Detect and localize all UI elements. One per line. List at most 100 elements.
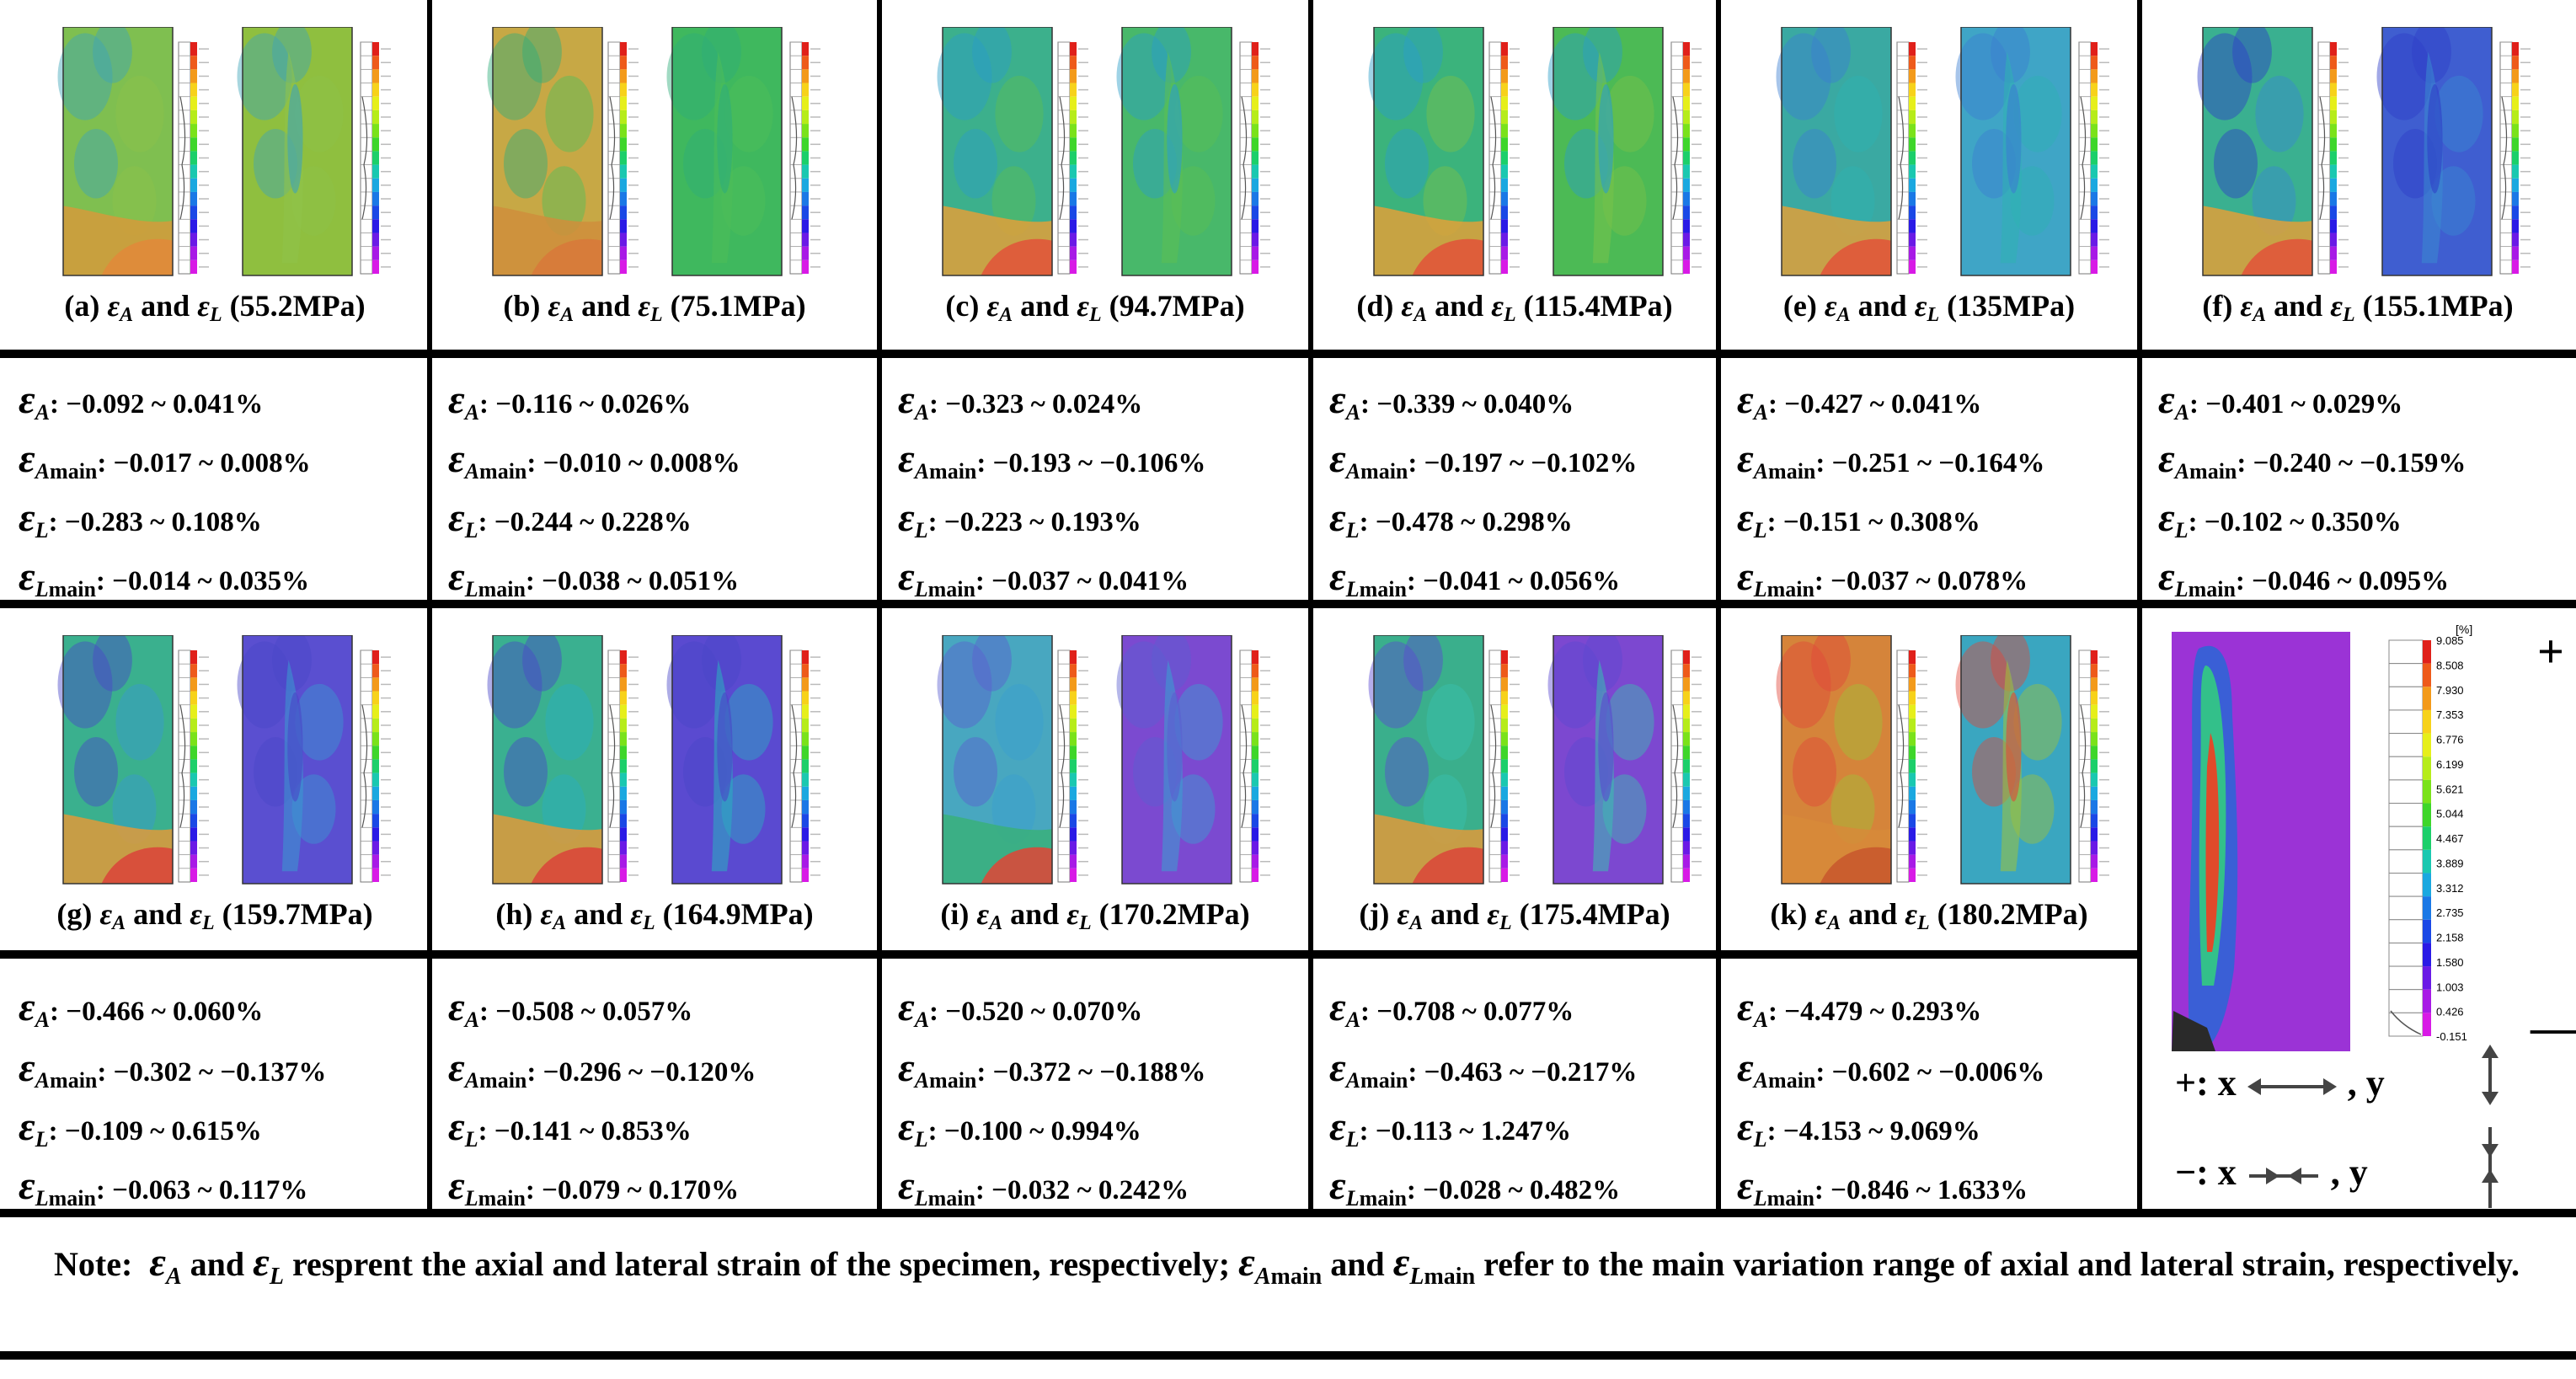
range-sub: L xyxy=(1753,518,1767,543)
legend-cell xyxy=(2388,872,2424,897)
vertical-divider xyxy=(1308,959,1313,1209)
strain-zone-core xyxy=(2006,83,2022,194)
range-sub: L xyxy=(35,577,49,601)
mini-colorbar-swatch xyxy=(1070,841,1077,855)
panel-b: (b) εA and εL (75.1MPa) xyxy=(430,0,879,350)
range-symbol: ε xyxy=(898,377,915,422)
colorbar-legend-panel: [%] 9.085 8.508 7.930 7.353 6.776 6.199 5.621 5… xyxy=(2140,615,2576,1216)
panel-caption: (e) εA and εL (135MPa) xyxy=(1718,288,2140,327)
mini-colorbar-swatch xyxy=(1909,233,1916,247)
panel-g: (g) εA and εL (159.7MPa) xyxy=(0,608,430,950)
mini-colorbar-swatch xyxy=(802,42,809,56)
mini-colorbar-swatch xyxy=(620,868,627,882)
mini-colorbar-swatch xyxy=(1070,827,1077,842)
mini-colorbar-swatch xyxy=(372,704,379,719)
mini-colorbar-swatch xyxy=(802,677,809,692)
strain-contour-images xyxy=(937,635,1270,885)
specimen-lateral xyxy=(666,27,783,276)
specimen-lateral-outline xyxy=(1553,27,1664,276)
strain-blotch xyxy=(702,635,741,692)
strain-blotch xyxy=(937,33,992,120)
range-symbol: ε xyxy=(1329,495,1346,540)
range-sub-main: main xyxy=(1360,1068,1408,1093)
range-eA: εA: −4.479 ~ 0.293% xyxy=(1737,985,1982,1032)
mini-colorbar-swatch xyxy=(620,259,627,274)
range-eA: εA: −0.116 ~ 0.026% xyxy=(448,377,692,425)
note-sub-eAmain-a: A xyxy=(1254,1264,1271,1290)
strain-blotch xyxy=(1991,635,2030,692)
range-value: −0.463 ~ −0.217% xyxy=(1424,1057,1638,1088)
mini-colorbar-lateral xyxy=(1670,649,1702,883)
mini-colorbar-swatch xyxy=(802,691,809,705)
mini-colorbar-swatch xyxy=(1501,69,1508,83)
mini-colorbar-swatch xyxy=(1252,759,1259,773)
mini-colorbar-swatch xyxy=(802,786,809,800)
caption-eL: εL xyxy=(1487,897,1512,934)
panel-caption: (a) εA and εL (55.2MPa) xyxy=(0,288,430,327)
legend-figure: [%] 9.085 8.508 7.930 7.353 6.776 6.199 5.621 5… xyxy=(2172,623,2472,1051)
mini-colorbar-swatch xyxy=(1909,799,1916,815)
strain-contour-images xyxy=(937,27,1270,276)
mini-colorbar-histogram xyxy=(2080,704,2087,828)
mini-colorbar-swatch xyxy=(1501,137,1508,152)
strain-blotch xyxy=(522,27,562,83)
mini-colorbar-swatch xyxy=(190,772,197,787)
mini-colorbar-swatch xyxy=(372,56,379,70)
range-eL: εL: −0.109 ~ 0.615% xyxy=(19,1104,262,1152)
mini-colorbar-swatch xyxy=(620,746,627,760)
mini-colorbar-swatch xyxy=(372,233,379,247)
caption-eA: εA xyxy=(548,289,575,326)
mini-colorbar-swatch xyxy=(1909,151,1916,165)
range-sub: A xyxy=(1345,400,1361,425)
legend-tick-label: 5.044 xyxy=(2436,808,2464,820)
legend-histogram xyxy=(2390,1010,2422,1035)
caption-prefix: (f) xyxy=(2202,289,2233,323)
strain-ranges: εA: −0.520 ~ 0.070% εAmain: −0.372 ~ −0.1… xyxy=(879,959,1311,1211)
mini-colorbar-swatch xyxy=(620,164,627,179)
specimen-lateral-outline xyxy=(1121,27,1232,276)
range-symbol: ε xyxy=(1737,436,1754,481)
mini-colorbar-frame xyxy=(2317,41,2331,275)
strain-blotch xyxy=(954,128,997,199)
mini-colorbar-swatch xyxy=(1501,83,1508,97)
mini-colorbar-swatch xyxy=(1070,110,1077,125)
legend-cell xyxy=(2388,639,2424,665)
mini-colorbar-swatch xyxy=(372,219,379,233)
range-sub-main: main xyxy=(1766,577,1814,601)
range-symbol: ε xyxy=(448,985,465,1029)
mini-colorbar-swatch xyxy=(1909,827,1916,842)
mini-colorbar-frame xyxy=(789,41,803,275)
panel-caption: (d) εA and εL (115.4MPa) xyxy=(1311,288,1718,327)
strain-blotch xyxy=(1385,128,1429,199)
range-symbol: ε xyxy=(1329,1045,1346,1090)
range-value: −0.037 ~ 0.041% xyxy=(991,566,1189,596)
strain-blotch xyxy=(1426,683,1475,761)
mini-colorbar-swatch xyxy=(1252,83,1259,97)
mini-colorbar-swatch xyxy=(620,191,627,206)
mini-colorbar-swatch xyxy=(190,151,197,165)
mini-colorbar-swatch xyxy=(802,799,809,815)
range-symbol: ε xyxy=(1329,1163,1346,1208)
mini-colorbar-swatch xyxy=(620,854,627,869)
mini-colorbar-swatch xyxy=(2330,259,2337,274)
strain-blotch xyxy=(1955,641,2011,729)
range-eAmain: εAmain: −0.240 ~ −0.159% xyxy=(2158,436,2466,484)
range-symbol: ε xyxy=(19,554,35,599)
range-sub-main: main xyxy=(929,459,977,484)
strain-zone-core xyxy=(1598,83,1614,194)
mini-colorbar-swatch xyxy=(1252,191,1259,206)
range-sub-main: main xyxy=(478,577,526,601)
mini-colorbar-swatch xyxy=(1683,799,1690,815)
mini-colorbar-swatch xyxy=(190,868,197,882)
range-sub: A xyxy=(35,459,51,484)
mini-colorbar-swatch xyxy=(2330,164,2337,179)
mini-colorbar-swatch xyxy=(372,137,379,152)
specimen-lateral xyxy=(1547,635,1664,885)
figure-note: Note: εA and εL resprent the axial and l… xyxy=(54,1237,2522,1303)
panel-f-values: εA: −0.401 ~ 0.029% εAmain: −0.240 ~ −0.1… xyxy=(2140,358,2576,601)
legend-swatch xyxy=(2423,663,2431,687)
mini-colorbar-swatch xyxy=(190,233,197,247)
strain-blotch xyxy=(2255,75,2304,152)
strain-blotch xyxy=(1793,128,1836,199)
mini-colorbar-swatch xyxy=(1252,178,1259,192)
